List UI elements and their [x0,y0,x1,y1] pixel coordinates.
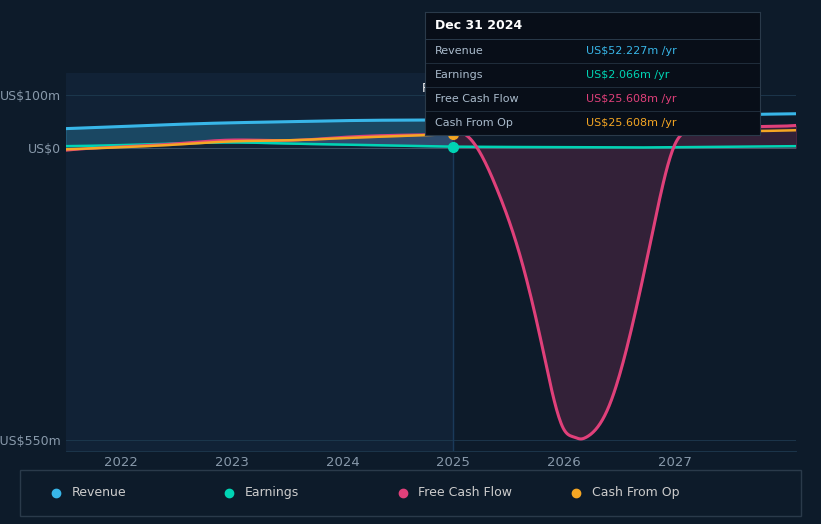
Text: US$25.608m /yr: US$25.608m /yr [586,118,677,128]
Text: US$52.227m /yr: US$52.227m /yr [586,46,677,56]
Bar [66,73,453,451]
Text: Dec 31 2024: Dec 31 2024 [435,19,522,32]
Text: Analysts Forecasts: Analysts Forecasts [459,82,575,95]
Text: US$2.066m /yr: US$2.066m /yr [586,70,669,80]
Text: US$25.608m /yr: US$25.608m /yr [586,94,677,104]
Text: Earnings: Earnings [245,486,299,499]
Text: Free Cash Flow: Free Cash Flow [419,486,512,499]
Text: Past: Past [421,82,447,95]
Text: Revenue: Revenue [71,486,126,499]
Text: Revenue: Revenue [435,46,484,56]
Text: Cash From Op: Cash From Op [435,118,513,128]
Text: Earnings: Earnings [435,70,484,80]
Text: Cash From Op: Cash From Op [592,486,679,499]
Text: Free Cash Flow: Free Cash Flow [435,94,519,104]
